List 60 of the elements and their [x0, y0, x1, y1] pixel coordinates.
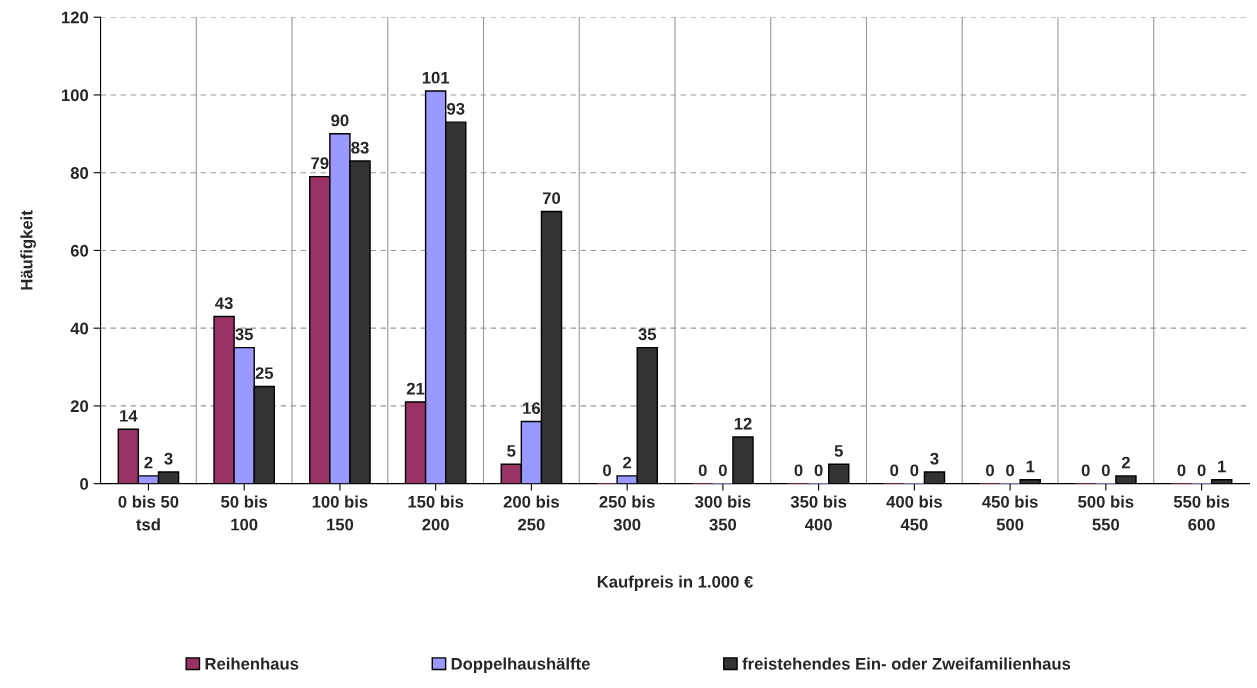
- x-tick-label: 0 bis 50 tsd: [118, 495, 179, 531]
- y-tick-label: 120: [62, 11, 89, 24]
- x-tick-label: 500 bis 550: [1078, 495, 1134, 531]
- x-tick-label: 150 bis 200: [408, 495, 464, 531]
- data-label: 0: [603, 464, 611, 477]
- x-tick-label: 50 bis 100: [221, 495, 268, 531]
- data-label: 3: [164, 452, 173, 465]
- data-label: 14: [120, 410, 138, 422]
- data-label: 101: [422, 71, 450, 84]
- data-label: 16: [523, 402, 541, 415]
- x-tick-label: 550 bis 600: [1173, 495, 1230, 531]
- x-tick-label: 300 bis 350: [695, 495, 751, 531]
- data-label: 2: [623, 456, 632, 469]
- data-label: 1: [1218, 460, 1226, 473]
- data-label: 5: [834, 445, 843, 457]
- data-label: 0: [1101, 464, 1110, 477]
- legend-label: Reihenhaus: [205, 657, 299, 670]
- data-label: 90: [331, 114, 349, 127]
- x-tick-label: 250 bis 300: [599, 495, 655, 531]
- data-label: 0: [1197, 464, 1206, 477]
- y-axis-title: Häufigkeit: [20, 210, 36, 290]
- data-label: 79: [311, 157, 329, 170]
- data-label: 3: [930, 452, 939, 465]
- data-label: 25: [255, 367, 274, 380]
- data-label: 0: [794, 464, 803, 477]
- x-tick-label: 100 bis 150: [312, 495, 368, 531]
- data-label: 1: [1026, 460, 1035, 473]
- data-label: 43: [215, 297, 233, 310]
- y-tick-label: 40: [70, 322, 89, 335]
- data-label: 0: [1081, 464, 1090, 477]
- y-tick-label: 0: [80, 478, 89, 490]
- y-tick-label: 80: [70, 167, 89, 179]
- data-label: 0: [814, 464, 823, 477]
- data-label: 0: [986, 464, 994, 477]
- y-tick-label: 20: [70, 400, 89, 413]
- x-tick-label: 200 bis 250: [503, 495, 559, 531]
- data-label: 0: [1006, 464, 1015, 477]
- data-label: 12: [734, 417, 752, 430]
- data-label: 21: [406, 382, 425, 395]
- y-tick-label: 100: [62, 89, 89, 102]
- data-label: 35: [638, 328, 657, 341]
- data-label: 5: [507, 445, 516, 457]
- legend-label: Doppelhaushälfte: [451, 657, 590, 673]
- legend-label: freistehendes Ein- oder Zweifamilienhaus: [742, 657, 1071, 670]
- data-label: 0: [1177, 464, 1186, 477]
- data-label: 2: [144, 456, 153, 469]
- data-label: 0: [910, 464, 919, 477]
- data-label: 83: [351, 141, 369, 154]
- x-axis-title: Kaufpreis in 1.000 €: [597, 575, 753, 591]
- x-tick-label: 350 bis 400: [790, 495, 847, 531]
- data-label: 93: [447, 102, 465, 115]
- data-label: 0: [718, 464, 727, 477]
- data-label: 0: [698, 464, 707, 477]
- data-label: 70: [542, 192, 561, 205]
- data-label: 35: [235, 328, 253, 341]
- x-tick-label: 400 bis 450: [886, 495, 942, 531]
- data-label: 0: [890, 464, 899, 477]
- x-tick-label: 450 bis 500: [982, 495, 1038, 531]
- data-label: 2: [1121, 456, 1130, 469]
- y-tick-label: 60: [70, 244, 89, 257]
